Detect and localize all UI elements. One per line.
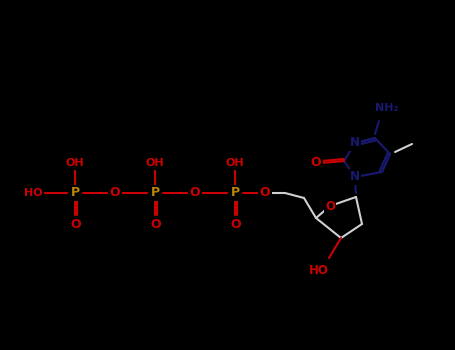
Text: P: P xyxy=(230,187,240,199)
Text: O: O xyxy=(231,217,241,231)
Text: O: O xyxy=(311,156,321,169)
Text: OH: OH xyxy=(226,158,244,168)
Text: O: O xyxy=(325,199,335,212)
Text: OH: OH xyxy=(66,158,84,168)
Text: O: O xyxy=(190,187,200,199)
Text: O: O xyxy=(260,187,270,199)
Text: O: O xyxy=(71,217,81,231)
Text: O: O xyxy=(151,217,162,231)
Text: HO: HO xyxy=(24,188,42,198)
Text: O: O xyxy=(110,187,120,199)
Text: HO: HO xyxy=(309,264,329,276)
Text: OH: OH xyxy=(146,158,164,168)
Text: P: P xyxy=(71,187,80,199)
Text: NH₂: NH₂ xyxy=(375,103,399,113)
Text: P: P xyxy=(151,187,160,199)
Text: N: N xyxy=(350,136,360,149)
Text: N: N xyxy=(350,170,360,183)
